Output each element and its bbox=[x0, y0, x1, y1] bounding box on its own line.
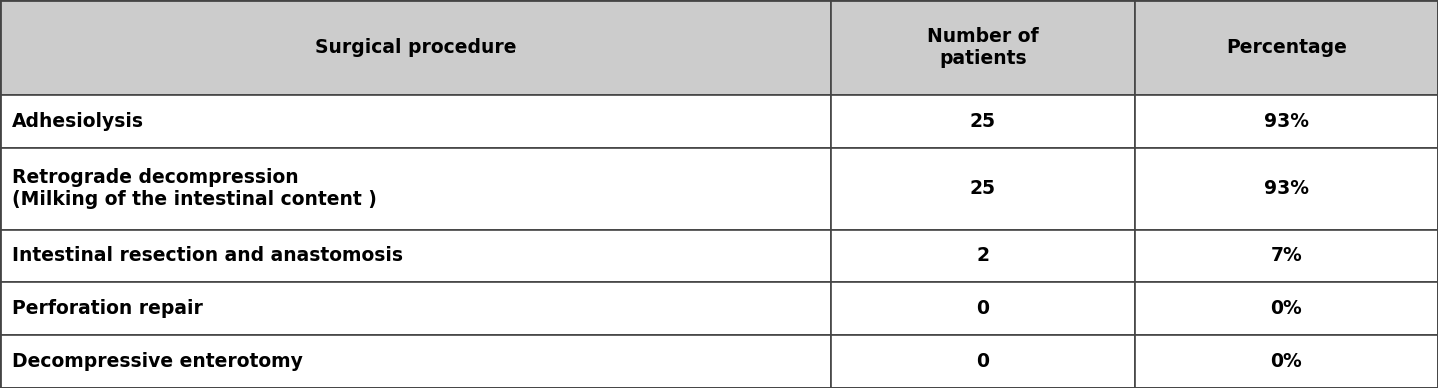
Bar bbox=[1135, 95, 1438, 148]
Text: 0: 0 bbox=[976, 352, 989, 371]
Text: 0%: 0% bbox=[1270, 299, 1303, 318]
Bar bbox=[1135, 282, 1438, 335]
Text: Intestinal resection and anastomosis: Intestinal resection and anastomosis bbox=[12, 246, 403, 265]
Bar bbox=[831, 335, 1135, 388]
Bar bbox=[0, 335, 831, 388]
Bar bbox=[0, 282, 831, 335]
Text: Surgical procedure: Surgical procedure bbox=[315, 38, 516, 57]
Text: Percentage: Percentage bbox=[1225, 38, 1347, 57]
Text: Number of
patients: Number of patients bbox=[928, 27, 1038, 68]
Text: 0: 0 bbox=[976, 299, 989, 318]
Bar bbox=[831, 230, 1135, 282]
Bar bbox=[831, 0, 1135, 95]
Text: 2: 2 bbox=[976, 246, 989, 265]
Text: 25: 25 bbox=[969, 113, 997, 132]
Text: 0%: 0% bbox=[1270, 352, 1303, 371]
Bar bbox=[1135, 230, 1438, 282]
Text: Decompressive enterotomy: Decompressive enterotomy bbox=[12, 352, 302, 371]
Text: Retrograde decompression
(Milking of the intestinal content ): Retrograde decompression (Milking of the… bbox=[12, 168, 377, 210]
Bar bbox=[0, 0, 831, 95]
Text: 93%: 93% bbox=[1264, 113, 1309, 132]
Bar bbox=[1135, 148, 1438, 230]
Text: 7%: 7% bbox=[1270, 246, 1303, 265]
Text: Adhesiolysis: Adhesiolysis bbox=[12, 113, 144, 132]
Bar bbox=[0, 95, 831, 148]
Text: 25: 25 bbox=[969, 179, 997, 198]
Bar bbox=[0, 148, 831, 230]
Bar bbox=[831, 95, 1135, 148]
Bar bbox=[831, 282, 1135, 335]
Text: 93%: 93% bbox=[1264, 179, 1309, 198]
Bar bbox=[1135, 0, 1438, 95]
Bar bbox=[1135, 335, 1438, 388]
Bar bbox=[0, 230, 831, 282]
Text: Perforation repair: Perforation repair bbox=[12, 299, 203, 318]
Bar bbox=[831, 148, 1135, 230]
